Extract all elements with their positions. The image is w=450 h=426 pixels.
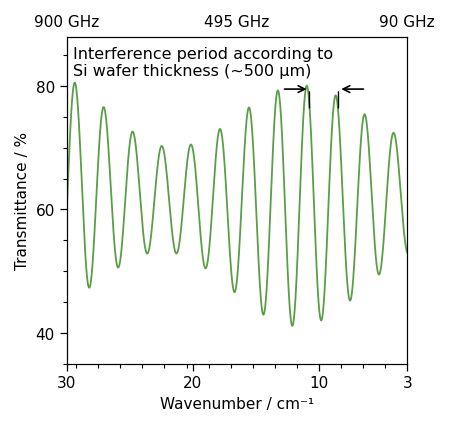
X-axis label: Wavenumber / cm⁻¹: Wavenumber / cm⁻¹ [160,396,314,411]
Text: Interference period according to
Si wafer thickness (~500 μm): Interference period according to Si wafe… [73,47,333,79]
Y-axis label: Transmittance / %: Transmittance / % [15,132,30,270]
